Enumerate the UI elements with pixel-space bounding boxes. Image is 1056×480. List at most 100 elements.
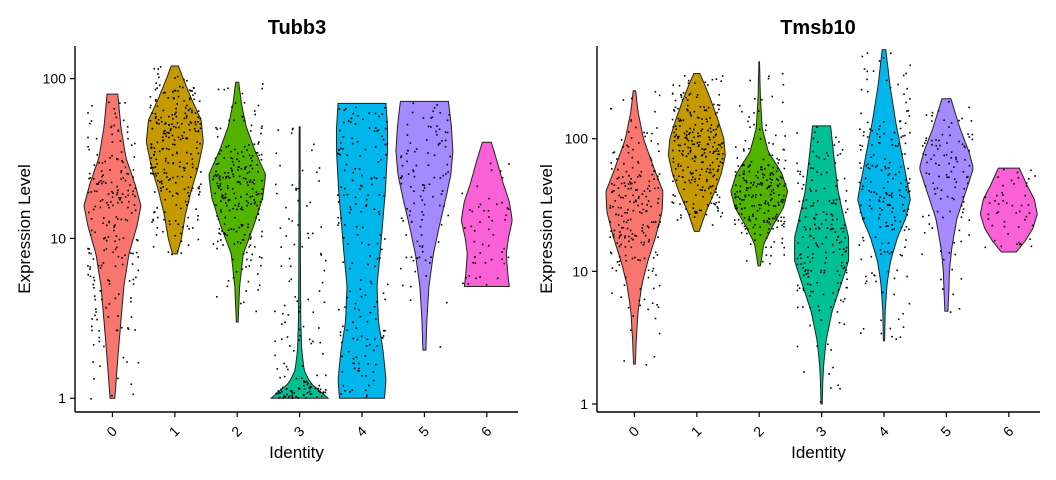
data-point: [805, 199, 808, 201]
data-point: [775, 215, 777, 218]
data-point: [837, 384, 839, 387]
data-point: [281, 390, 283, 393]
data-point: [653, 170, 655, 172]
data-point: [862, 239, 865, 242]
data-point: [622, 146, 624, 148]
data-point: [198, 185, 201, 188]
data-point: [630, 237, 633, 240]
data-point: [955, 158, 957, 161]
data-point: [116, 158, 118, 160]
data-point: [236, 208, 238, 211]
data-point: [199, 191, 201, 193]
data-point: [943, 258, 945, 261]
data-point: [734, 171, 737, 173]
data-point: [408, 214, 411, 217]
data-point: [988, 202, 991, 204]
data-point: [175, 204, 178, 206]
data-point: [251, 188, 254, 190]
data-point: [747, 219, 750, 221]
data-point: [657, 202, 659, 204]
data-point: [612, 233, 615, 236]
data-point: [191, 187, 194, 189]
data-point: [416, 240, 419, 243]
data-point: [349, 206, 352, 208]
data-point: [614, 200, 616, 202]
data-point: [235, 230, 238, 233]
data-point: [168, 190, 171, 193]
data-point: [836, 239, 838, 241]
data-point: [821, 243, 824, 245]
data-point: [692, 176, 694, 178]
data-point: [622, 99, 625, 101]
data-point: [200, 171, 202, 173]
data-point: [149, 96, 152, 98]
data-point: [637, 259, 640, 261]
data-point: [218, 175, 221, 177]
data-point: [747, 228, 749, 230]
data-point: [95, 308, 97, 310]
data-point: [378, 213, 381, 215]
data-point: [93, 190, 96, 192]
data-point: [688, 94, 691, 96]
data-point: [1002, 200, 1004, 202]
data-point: [230, 228, 232, 230]
data-point: [305, 380, 308, 383]
data-point: [716, 158, 718, 160]
data-point: [411, 111, 414, 114]
data-point: [640, 170, 643, 173]
data-point: [303, 394, 305, 397]
data-point: [224, 233, 226, 235]
data-point: [997, 211, 1000, 213]
data-point: [178, 126, 180, 129]
data-point: [810, 190, 812, 192]
data-point: [241, 115, 244, 118]
data-point: [641, 193, 644, 195]
data-point: [1013, 183, 1015, 185]
data-point: [885, 225, 887, 227]
data-point: [298, 328, 301, 331]
data-point: [309, 201, 311, 204]
data-point: [846, 278, 848, 280]
violin-cluster-1: [667, 73, 726, 232]
data-point: [903, 209, 906, 212]
x-tick-label: 6: [1000, 423, 1017, 440]
data-point: [260, 159, 263, 161]
data-point: [771, 198, 773, 200]
data-point: [685, 136, 688, 139]
data-point: [711, 161, 714, 164]
data-point: [950, 170, 953, 173]
data-point: [436, 104, 438, 106]
data-point: [694, 178, 696, 180]
data-point: [699, 189, 702, 191]
data-point: [400, 155, 403, 157]
data-point: [825, 213, 828, 215]
data-point: [951, 197, 953, 199]
data-point: [754, 223, 756, 226]
data-point: [374, 112, 377, 115]
data-point: [90, 120, 93, 122]
data-point: [340, 341, 343, 344]
data-point: [837, 236, 839, 238]
data-point: [351, 262, 354, 264]
data-point: [657, 178, 659, 181]
data-point: [197, 110, 200, 112]
data-point: [718, 196, 721, 199]
data-point: [219, 178, 221, 181]
data-point: [126, 219, 129, 222]
data-point: [1027, 204, 1030, 206]
data-point: [338, 308, 340, 311]
data-point: [222, 244, 224, 246]
data-point: [155, 234, 158, 236]
data-point: [96, 183, 98, 185]
data-point: [112, 251, 114, 254]
data-point: [772, 192, 775, 194]
data-point: [162, 92, 165, 94]
data-point: [760, 166, 762, 168]
data-point: [232, 173, 234, 176]
data-point: [223, 88, 226, 91]
data-point: [708, 171, 711, 174]
data-point: [199, 127, 202, 130]
data-point: [699, 174, 701, 176]
data-point: [186, 204, 188, 206]
data-point: [198, 193, 200, 196]
